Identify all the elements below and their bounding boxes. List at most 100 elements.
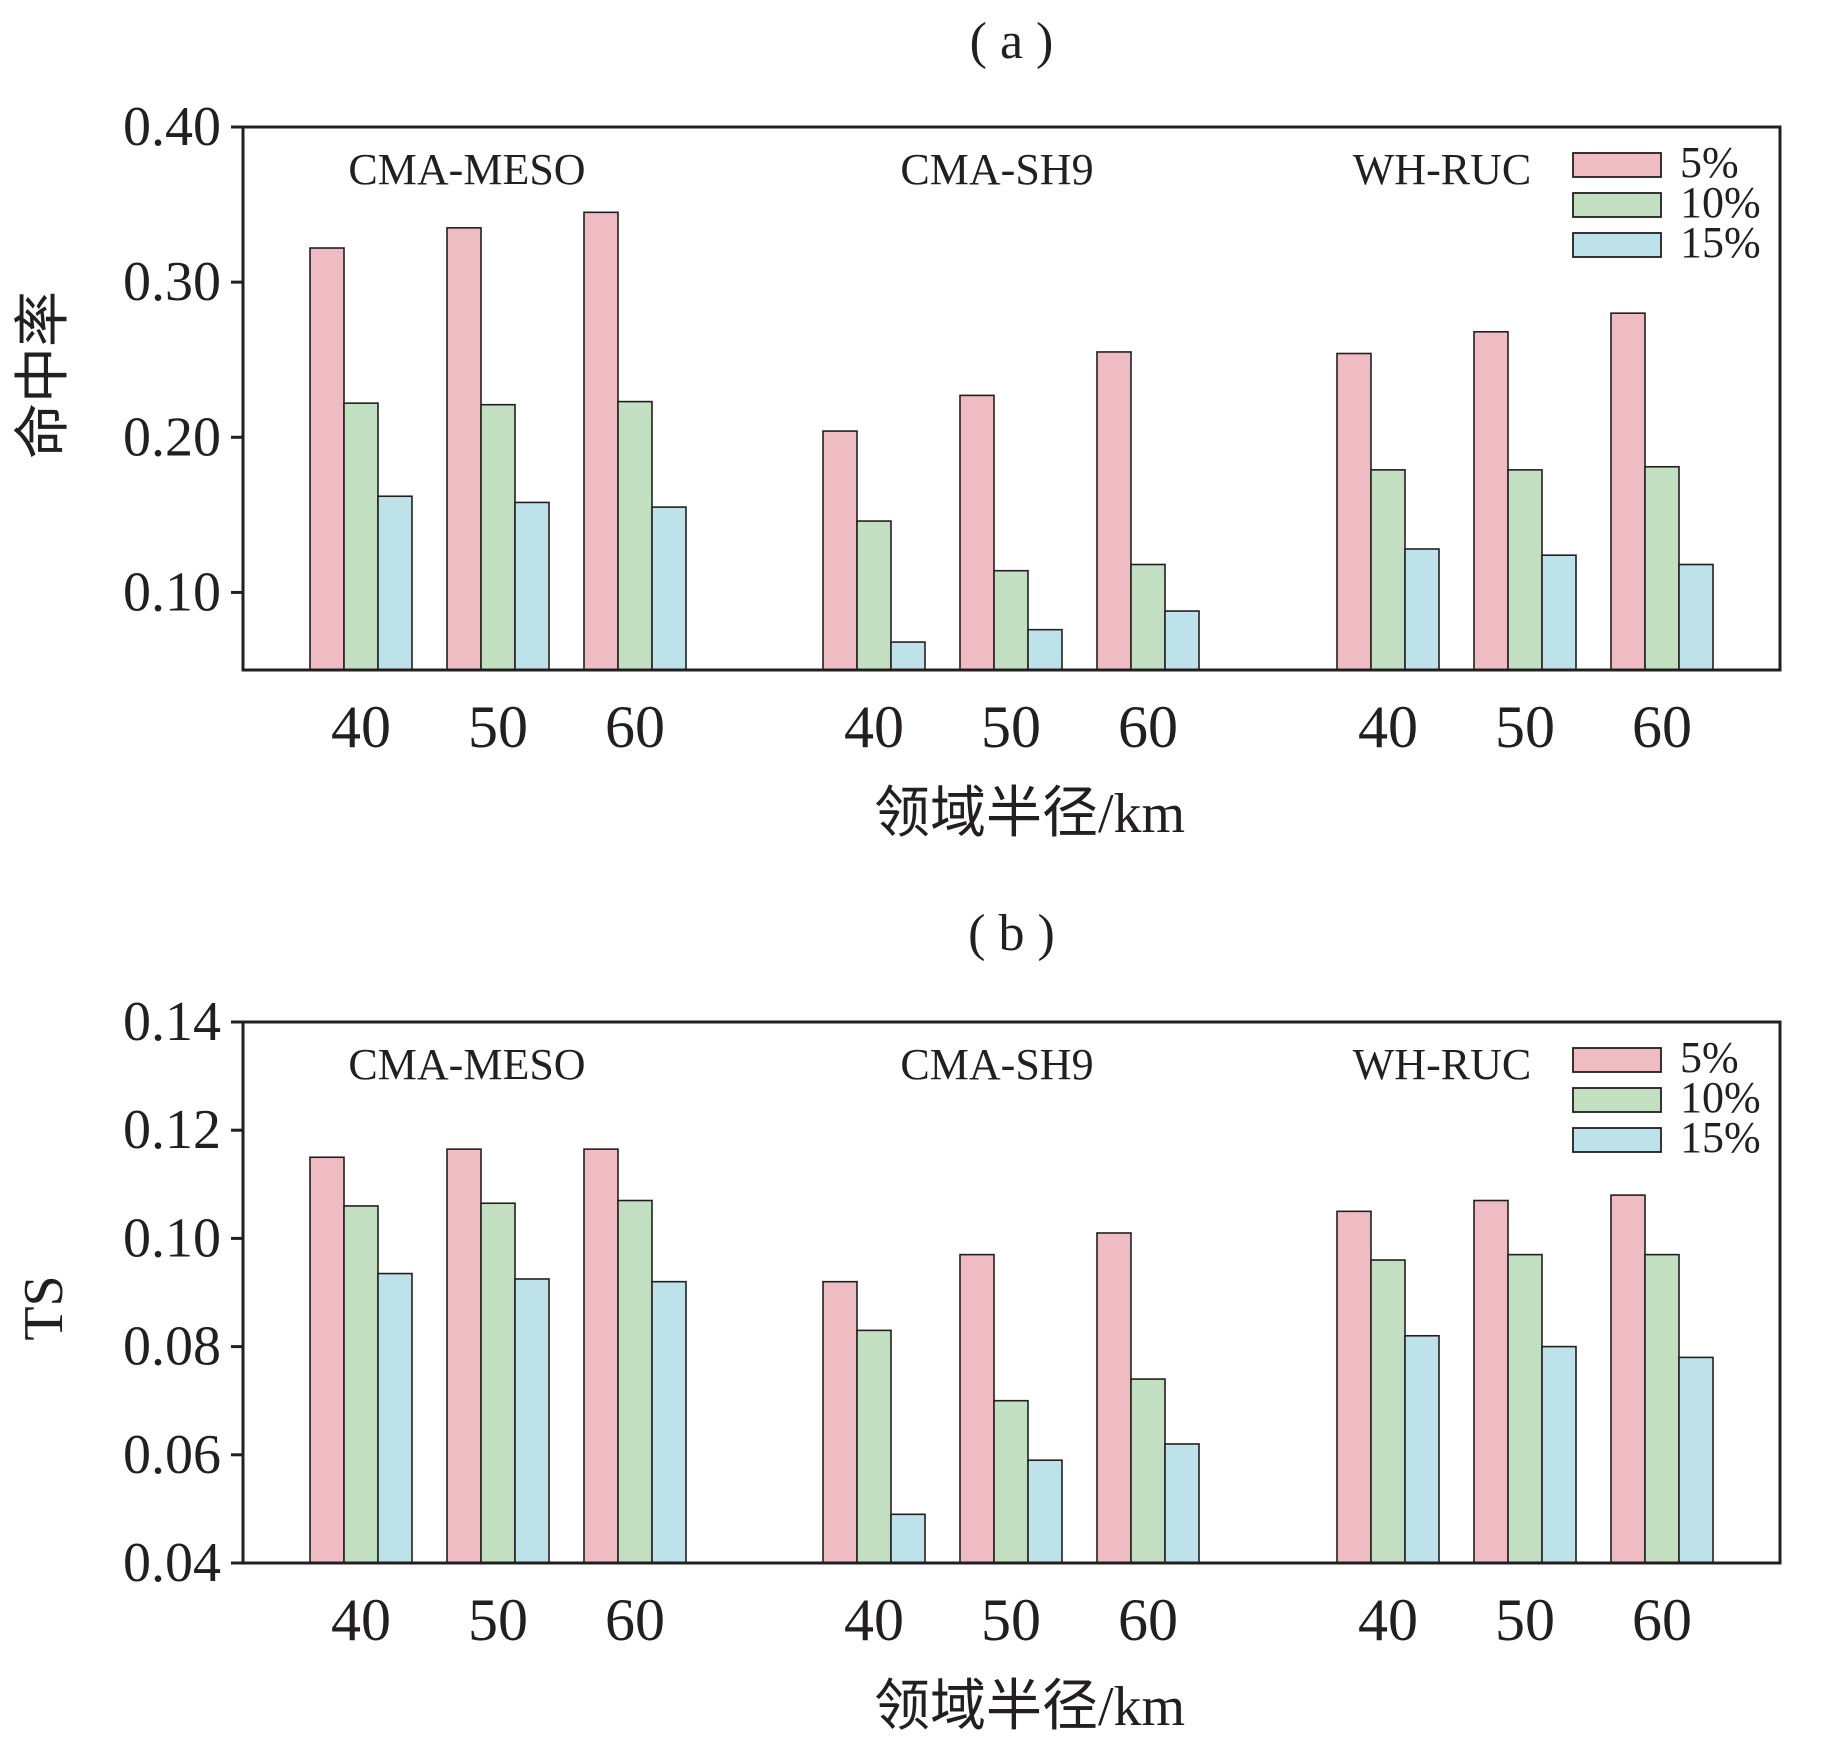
x-axis-label: 领域半径/km	[874, 783, 1185, 845]
x-tick-label: 40	[844, 1587, 904, 1653]
legend-label: 10%	[1680, 178, 1761, 227]
x-tick-label: 40	[331, 1587, 391, 1653]
bar-5pct-CMA-SH9-40	[822, 430, 858, 671]
legend: 5%10%15%	[1572, 1033, 1761, 1162]
bar-15pct-CMA-MESO-50	[514, 501, 550, 671]
plot-frame	[241, 125, 1782, 672]
bar-10pct-WH-RUC-40	[1370, 469, 1406, 671]
x-tick-label: 50	[981, 1587, 1041, 1653]
bar-5pct-CMA-SH9-50	[959, 394, 995, 671]
y-axis-label: TS	[13, 1275, 75, 1340]
x-tick-label: 60	[1632, 694, 1692, 760]
y-tick-label: 0.08	[123, 1316, 221, 1378]
bar-15pct-CMA-SH9-40	[890, 1513, 926, 1564]
group-label: CMA-MESO	[348, 145, 585, 194]
x-tick-label: 50	[981, 694, 1041, 760]
x-tick-label: 60	[605, 1587, 665, 1653]
bar-5pct-WH-RUC-40	[1336, 352, 1372, 671]
bar-5pct-CMA-MESO-60	[583, 1148, 619, 1564]
group-label: CMA-SH9	[900, 145, 1093, 194]
plot-frame	[241, 1020, 1782, 1565]
bar-15pct-CMA-MESO-40	[377, 1272, 413, 1564]
bar-15pct-CMA-MESO-60	[651, 506, 687, 671]
bar-5pct-WH-RUC-50	[1473, 330, 1509, 671]
bar-5pct-CMA-SH9-60	[1096, 351, 1132, 671]
chart-panel-a: ( a ) 0.10 0.20 0.30 0.40 命中率 40 50 60 CMA-MESO 40…	[13, 13, 1782, 845]
y-tick-label: 0.20	[123, 406, 221, 468]
bar-15pct-CMA-MESO-40	[377, 495, 413, 671]
bar-5pct-WH-RUC-50	[1473, 1199, 1509, 1564]
legend-label: 5%	[1680, 138, 1739, 187]
bar-10pct-CMA-SH9-50	[993, 1399, 1029, 1564]
group-label: CMA-MESO	[348, 1040, 585, 1089]
x-tick-label: 60	[1632, 1587, 1692, 1653]
x-tick-label: 40	[331, 694, 391, 760]
bar-5pct-CMA-SH9-40	[822, 1280, 858, 1564]
legend-label: 10%	[1680, 1073, 1761, 1122]
x-tick-label: 50	[468, 1587, 528, 1653]
x-tick-label: 60	[1118, 1587, 1178, 1653]
bar-15pct-WH-RUC-60	[1678, 563, 1714, 671]
panel-label: ( b )	[968, 905, 1055, 962]
bar-10pct-CMA-MESO-50	[480, 403, 516, 671]
group-label: WH-RUC	[1353, 1040, 1531, 1089]
bar-5pct-CMA-MESO-40	[309, 247, 345, 671]
y-tick-label: 0.10	[123, 1207, 221, 1269]
bar-10pct-WH-RUC-60	[1644, 465, 1680, 671]
bar-5pct-WH-RUC-40	[1336, 1210, 1372, 1564]
bar-10pct-WH-RUC-60	[1644, 1253, 1680, 1564]
x-tick-label: 60	[1118, 694, 1178, 760]
y-tick-label: 0.12	[123, 1099, 221, 1161]
bar-5pct-CMA-MESO-60	[583, 211, 619, 671]
bar-15pct-WH-RUC-50	[1541, 554, 1577, 671]
bar-15pct-WH-RUC-40	[1404, 548, 1440, 671]
chart-panel-b: ( b ) 0.04 0.06 0.08 0.10 0.12 0.14 TS 40 50 60 CMA…	[13, 905, 1782, 1738]
bar-5pct-CMA-MESO-50	[446, 1148, 482, 1564]
bar-10pct-CMA-SH9-50	[993, 569, 1029, 671]
legend-swatch	[1572, 1087, 1662, 1113]
x-tick-label: 50	[1495, 694, 1555, 760]
group-label: CMA-SH9	[900, 1040, 1093, 1089]
bar-5pct-WH-RUC-60	[1610, 1194, 1646, 1564]
legend-swatch	[1572, 232, 1662, 258]
bar-15pct-CMA-SH9-60	[1164, 610, 1200, 671]
bar-15pct-CMA-MESO-60	[651, 1280, 687, 1564]
bar-5pct-CMA-MESO-50	[446, 227, 482, 671]
bar-5pct-CMA-MESO-40	[309, 1156, 345, 1564]
legend-swatch	[1572, 192, 1662, 218]
x-tick-label: 50	[468, 694, 528, 760]
bar-10pct-WH-RUC-50	[1507, 1253, 1543, 1564]
panel-label: ( a )	[970, 13, 1054, 70]
bar-10pct-CMA-SH9-60	[1130, 563, 1166, 671]
legend-label: 15%	[1680, 1113, 1761, 1162]
bar-15pct-WH-RUC-60	[1678, 1356, 1714, 1564]
y-tick-label: 0.10	[123, 561, 221, 623]
x-tick-label: 40	[1358, 694, 1418, 760]
y-tick-label: 0.40	[123, 96, 221, 158]
y-tick-label: 0.04	[123, 1532, 221, 1594]
bar-5pct-CMA-SH9-60	[1096, 1232, 1132, 1564]
legend-swatch	[1572, 1127, 1662, 1153]
bar-5pct-WH-RUC-60	[1610, 312, 1646, 671]
y-axis-label: 命中率	[13, 291, 75, 459]
bar-10pct-CMA-SH9-60	[1130, 1378, 1166, 1564]
bar-10pct-CMA-MESO-50	[480, 1202, 516, 1564]
bar-10pct-WH-RUC-50	[1507, 469, 1543, 671]
bar-10pct-CMA-MESO-60	[617, 1199, 653, 1564]
y-tick-label: 0.14	[123, 991, 221, 1053]
bar-10pct-CMA-MESO-60	[617, 400, 653, 671]
x-tick-label: 50	[1495, 1587, 1555, 1653]
legend-label: 5%	[1680, 1033, 1739, 1082]
x-tick-label: 60	[605, 694, 665, 760]
bar-10pct-CMA-SH9-40	[856, 520, 892, 671]
legend-label: 15%	[1680, 218, 1761, 267]
bar-15pct-CMA-SH9-50	[1027, 628, 1063, 671]
bar-15pct-CMA-SH9-50	[1027, 1459, 1063, 1564]
y-tick-label: 0.30	[123, 251, 221, 313]
bar-15pct-CMA-MESO-50	[514, 1278, 550, 1564]
y-tick-label: 0.06	[123, 1424, 221, 1486]
legend: 5%10%15%	[1572, 138, 1761, 267]
legend-swatch	[1572, 152, 1662, 178]
bar-10pct-CMA-SH9-40	[856, 1329, 892, 1564]
